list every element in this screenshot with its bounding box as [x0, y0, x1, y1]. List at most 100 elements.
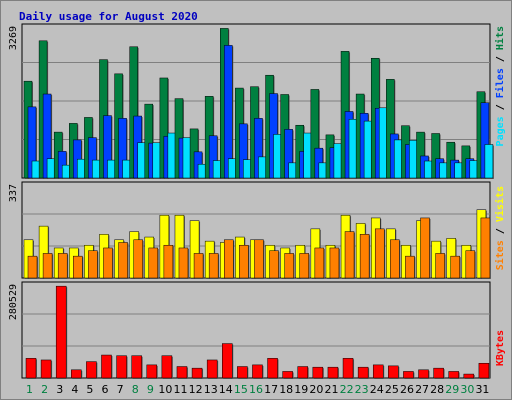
- x-label-day-1: 1: [26, 383, 33, 396]
- bar-pages-day-27: [424, 160, 433, 179]
- legend-separator: /: [495, 222, 506, 240]
- x-label-day-27: 27: [415, 383, 429, 396]
- bar-pages-day-16: [258, 156, 267, 179]
- x-label-day-19: 19: [294, 383, 308, 396]
- legend-separator: /: [495, 98, 506, 116]
- bar-kbytes-day-1: [25, 358, 37, 379]
- x-label-day-15: 15: [234, 383, 248, 396]
- bar-sites-day-17: [269, 250, 279, 279]
- bar-kbytes-day-21: [327, 366, 339, 379]
- bar-sites-day-14: [224, 239, 234, 279]
- bar-pages-day-23: [363, 120, 373, 179]
- bar-kbytes-day-2: [40, 359, 52, 379]
- bar-pages-day-7: [122, 159, 131, 179]
- x-label-day-9: 9: [147, 383, 154, 396]
- bar-kbytes-day-15: [237, 366, 248, 379]
- x-axis-day-labels: 1 2 3 4 5 6 7 8 9 10 11 12 13 14 15 16 17 18 19 20 21 22 23 24 2…: [26, 383, 489, 396]
- x-label-day-14: 14: [219, 383, 233, 396]
- legend-bottom: KBytes: [495, 330, 506, 366]
- legend-hits: Hits: [494, 26, 506, 50]
- x-label-day-12: 12: [189, 383, 203, 396]
- legend-visits: Visits: [494, 186, 506, 222]
- panel-visits-sites: 337: [8, 181, 491, 279]
- bar-kbytes-day-30: [463, 373, 475, 379]
- bar-pages-day-3: [61, 164, 71, 179]
- bar-sites-day-27: [420, 217, 430, 279]
- bar-sites-day-16: [254, 239, 264, 279]
- bar-pages-day-11: [182, 137, 192, 179]
- bar-sites-day-6: [103, 247, 113, 279]
- bar-pages-day-24: [378, 107, 388, 179]
- bar-kbytes-day-26: [403, 371, 414, 379]
- bar-kbytes-day-11: [176, 366, 188, 379]
- bar-pages-day-29: [454, 162, 463, 179]
- bar-kbytes-day-6: [101, 354, 112, 379]
- bar-sites-day-31: [480, 217, 491, 279]
- bar-pages-day-30: [469, 160, 479, 179]
- bar-kbytes-day-10: [161, 355, 173, 379]
- bar-sites-day-15: [239, 244, 249, 279]
- x-label-day-13: 13: [204, 383, 218, 396]
- bar-pages-day-10: [167, 132, 177, 179]
- x-label-day-25: 25: [385, 383, 399, 396]
- x-label-day-21: 21: [324, 383, 338, 396]
- chart-panels: 3269 337 280529: [8, 23, 494, 379]
- bar-sites-day-2: [42, 253, 53, 279]
- bar-pages-day-13: [212, 160, 222, 179]
- bar-pages-day-25: [394, 139, 403, 179]
- panel-kbytes: 280529: [8, 281, 491, 379]
- x-label-day-22: 22: [340, 383, 354, 396]
- bar-sites-day-5: [88, 250, 98, 279]
- bar-sites-day-1: [27, 255, 38, 279]
- legend-separator: /: [495, 50, 506, 68]
- bar-sites-day-13: [208, 253, 219, 279]
- bar-pages-day-22: [348, 119, 358, 179]
- bar-pages-day-21: [333, 143, 343, 179]
- bar-sites-day-24: [374, 228, 385, 279]
- bar-kbytes-day-19: [297, 366, 308, 379]
- chart-legends: Pages / Files / Hits Sites / Visits KBytes: [494, 26, 506, 366]
- bar-kbytes-day-18: [282, 371, 293, 379]
- bar-sites-day-7: [118, 242, 128, 279]
- bar-kbytes-day-5: [86, 361, 97, 379]
- bar-sites-day-18: [284, 253, 294, 279]
- bar-sites-day-9: [148, 247, 159, 279]
- bar-pages-day-19: [303, 132, 312, 179]
- bar-pages-day-20: [318, 162, 328, 179]
- y-max-label: 3269: [8, 26, 19, 50]
- bar-sites-day-19: [299, 253, 309, 279]
- bar-pages-day-14: [228, 158, 237, 179]
- bar-kbytes-day-3: [55, 285, 67, 379]
- bar-sites-day-10: [163, 244, 174, 279]
- x-label-day-23: 23: [355, 383, 369, 396]
- bar-sites-day-22: [344, 231, 355, 279]
- x-label-day-2: 2: [41, 383, 48, 396]
- bar-sites-day-25: [390, 239, 400, 279]
- bar-pages-day-12: [197, 163, 207, 179]
- bar-sites-day-28: [435, 253, 445, 279]
- legend-pages: Pages: [495, 116, 506, 146]
- bar-pages-day-1: [31, 160, 41, 179]
- y-max-label: 337: [8, 184, 19, 202]
- bar-kbytes-day-27: [418, 369, 429, 379]
- x-label-day-20: 20: [309, 383, 323, 396]
- legend-kbytes: KBytes: [495, 330, 506, 366]
- x-label-day-30: 30: [460, 383, 474, 396]
- legend-files: Files: [494, 68, 506, 98]
- y-max-label: 280529: [8, 284, 19, 320]
- x-label-day-17: 17: [264, 383, 278, 396]
- bar-sites-day-4: [73, 255, 83, 279]
- bar-kbytes-day-9: [146, 364, 158, 379]
- bar-kbytes-day-31: [478, 362, 490, 379]
- bar-kbytes-day-16: [252, 364, 263, 379]
- x-label-day-4: 4: [71, 383, 78, 396]
- legend-top: Pages / Files / Hits: [494, 26, 506, 146]
- bar-pages-day-5: [92, 159, 101, 179]
- bar-pages-day-15: [243, 159, 252, 179]
- bar-pages-day-2: [46, 158, 56, 179]
- bar-kbytes-day-22: [342, 358, 354, 379]
- bar-files-day-14: [224, 45, 233, 179]
- x-label-day-16: 16: [249, 383, 263, 396]
- bar-pages-day-28: [439, 162, 448, 179]
- bar-kbytes-day-4: [71, 369, 82, 379]
